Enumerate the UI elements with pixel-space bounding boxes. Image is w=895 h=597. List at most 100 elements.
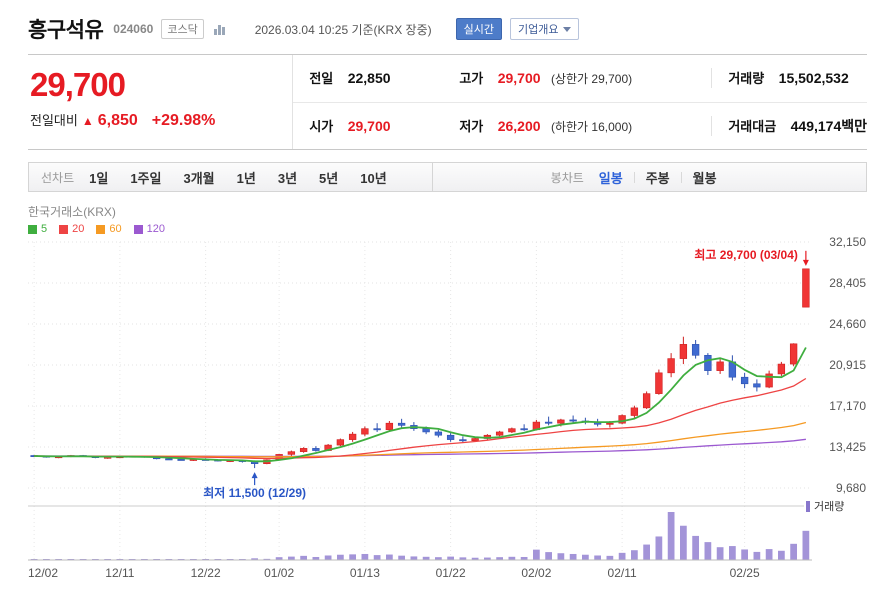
line-chart-tabs: 선차트 1일 1주일 3개월 1년 3년 5년 10년 xyxy=(29,168,398,187)
prev-close-cell: 전일 22,850 xyxy=(293,68,443,88)
change-label: 전일대비 xyxy=(30,113,78,128)
tab-주봉[interactable]: 주봉 xyxy=(645,170,670,186)
trading-value-unit: 백만 xyxy=(841,117,867,134)
low-annotation: 최저 11,500 (12/29) xyxy=(203,485,306,500)
summary-table: 전일 22,850 고가 29,700 (상한가 29,700) 거래량 15,… xyxy=(292,55,867,149)
volume-cell: 거래량 15,502,532 xyxy=(711,68,867,89)
quote-datetime: 2026.03.04 10:25 기준(KRX 장중) xyxy=(254,22,432,37)
caret-down-icon xyxy=(563,26,572,32)
company-overview-button[interactable]: 기업개요 xyxy=(510,18,580,40)
data-source: 한국거래소(KRX) xyxy=(28,205,116,219)
mini-chart-icon[interactable] xyxy=(213,23,225,35)
svg-text:9,680: 9,680 xyxy=(836,481,866,495)
high-value: 29,700 xyxy=(497,70,541,87)
change-value: 6,850 xyxy=(97,112,138,129)
low-label: 저가 xyxy=(459,118,484,134)
price-change-row: 전일대비 ▲ 6,850 +29.98% xyxy=(30,110,292,130)
volume-bar-icon xyxy=(806,500,810,512)
candle-chart-caption: 봉차트 xyxy=(550,170,584,185)
axes: 32,150 28,405 24,660 20,915 17,170 13,425 9,68… xyxy=(28,235,866,580)
tab-5년[interactable]: 5년 xyxy=(319,170,339,186)
change-percent: +29.98% xyxy=(151,112,216,129)
trading-value-cell: 거래대금 449,174백만 xyxy=(711,115,867,136)
high-label: 고가 xyxy=(459,71,484,87)
low-value: 26,200 xyxy=(497,117,541,134)
svg-text:12/22: 12/22 xyxy=(191,566,221,580)
lower-limit: (하한가 16,000) xyxy=(550,119,633,134)
line-chart-caption: 선차트 xyxy=(41,170,75,185)
tabbar-divider xyxy=(431,163,433,191)
stock-header: 흥구석유 024060 코스닥 2026.03.04 10:25 기준(KRX … xyxy=(0,0,895,50)
svg-text:32,150: 32,150 xyxy=(829,235,866,249)
ma-color-chip xyxy=(59,224,69,234)
svg-text:17,170: 17,170 xyxy=(829,399,866,413)
open-value: 29,700 xyxy=(347,117,391,134)
chart-tabbar: 선차트 1일 1주일 3개월 1년 3년 5년 10년 봉차트 일봉 주봉 월봉 xyxy=(28,162,867,192)
svg-text:24,660: 24,660 xyxy=(829,317,866,331)
ma-period-label: 60 xyxy=(109,223,122,235)
ma-lines xyxy=(34,347,807,463)
summary-row-1: 전일 22,850 고가 29,700 (상한가 29,700) 거래량 15,… xyxy=(293,55,867,103)
market-badge: 코스닥 xyxy=(161,19,204,39)
tab-1주일[interactable]: 1주일 xyxy=(130,170,162,186)
open-label: 시가 xyxy=(309,118,334,134)
high-price-cell: 고가 29,700 (상한가 29,700) xyxy=(443,68,711,88)
tab-separator xyxy=(633,171,635,183)
low-price-cell: 저가 26,200 (하한가 16,000) xyxy=(443,116,711,136)
trading-value: 449,174 xyxy=(790,117,842,134)
ma-legend-item: 5 xyxy=(28,223,47,235)
ma-period-label: 5 xyxy=(41,223,48,235)
svg-text:02/25: 02/25 xyxy=(730,566,760,580)
summary-row-2: 시가 29,700 저가 26,200 (하한가 16,000) 거래대금 44… xyxy=(293,103,867,150)
annotations: 최고 29,700 (03/04) 최저 11,500 (12/29) xyxy=(203,247,809,500)
svg-text:02/11: 02/11 xyxy=(608,566,637,580)
stock-name: 흥구석유 xyxy=(28,19,104,42)
ma-period-label: 20 xyxy=(72,223,85,235)
current-price: 29,700 xyxy=(30,66,126,103)
ma-color-chip xyxy=(133,224,143,234)
tab-separator xyxy=(680,171,682,183)
open-price-cell: 시가 29,700 xyxy=(293,116,443,136)
volume-value: 15,502,532 xyxy=(778,70,849,87)
upper-limit: (상한가 29,700) xyxy=(550,72,633,87)
ma-5-line xyxy=(34,347,807,463)
svg-text:13,425: 13,425 xyxy=(829,440,866,454)
prev-close-value: 22,850 xyxy=(347,70,391,87)
ma-legend-item: 120 xyxy=(133,223,165,235)
tab-10년[interactable]: 10년 xyxy=(360,170,387,186)
ma-120-line xyxy=(34,438,806,458)
tab-3년[interactable]: 3년 xyxy=(277,170,298,186)
ma-color-chip xyxy=(28,224,37,234)
svg-text:28,405: 28,405 xyxy=(829,276,866,290)
tab-1년[interactable]: 1년 xyxy=(236,170,256,186)
volume-bars xyxy=(30,512,810,560)
price-summary: 29,700 전일대비 ▲ 6,850 +29.98% 전일 22,850 고가… xyxy=(28,54,867,150)
svg-text:01/02: 01/02 xyxy=(264,566,294,580)
realtime-button[interactable]: 실시간 xyxy=(455,18,502,40)
ma-legend-item: 60 xyxy=(96,223,122,235)
tab-일봉[interactable]: 일봉 xyxy=(598,170,623,186)
svg-text:12/11: 12/11 xyxy=(105,566,134,580)
up-arrow-icon: ▲ xyxy=(81,114,94,128)
ma-period-label: 120 xyxy=(146,223,165,235)
ma-legend-item: 20 xyxy=(59,223,84,235)
high-annotation: 최고 29,700 (03/04) xyxy=(694,247,797,262)
volume-legend-label: 거래량 xyxy=(814,501,845,513)
trading-value-label: 거래대금 xyxy=(728,118,777,134)
tab-1일[interactable]: 1일 xyxy=(89,170,109,186)
chart-area: 32,150 28,405 24,660 20,915 17,170 13,425 9,68… xyxy=(0,196,895,593)
svg-text:01/13: 01/13 xyxy=(350,566,380,580)
gridlines xyxy=(28,241,812,560)
candle-chart-tabs: 봉차트 일봉 주봉 월봉 xyxy=(551,168,728,187)
volume-label: 거래량 xyxy=(728,71,765,87)
volume-legend: 거래량 xyxy=(804,498,847,514)
stock-code: 024060 xyxy=(113,22,154,36)
svg-text:01/22: 01/22 xyxy=(436,566,466,580)
ma-legend: 5 20 60 120 xyxy=(28,223,165,235)
tab-3개월[interactable]: 3개월 xyxy=(183,170,215,186)
ma-color-chip xyxy=(96,224,106,234)
svg-text:12/02: 12/02 xyxy=(28,566,58,580)
tab-월봉[interactable]: 월봉 xyxy=(692,170,717,186)
svg-text:02/02: 02/02 xyxy=(521,566,551,580)
